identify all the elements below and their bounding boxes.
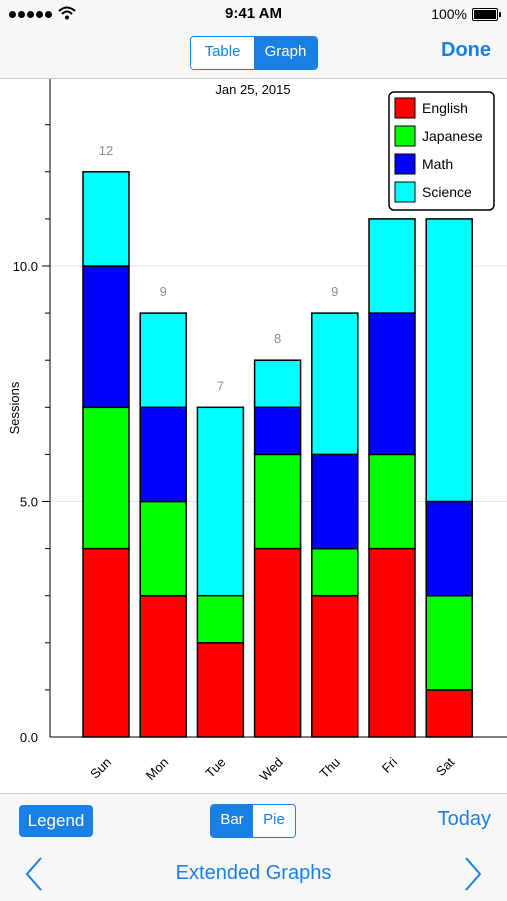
bar-segment-science — [368, 218, 416, 314]
x-tick-label: Mon — [143, 755, 171, 783]
wifi-icon — [58, 6, 76, 20]
done-button[interactable]: Done — [441, 39, 491, 61]
y-tick-label: 10.0 — [13, 259, 38, 274]
bar-segment-japanese — [368, 453, 416, 550]
battery-percent: 100% — [431, 6, 467, 22]
bar-segment-science — [425, 218, 473, 503]
chevron-right-icon[interactable] — [458, 854, 488, 894]
chart-type-segmented-control: Bar Pie — [210, 804, 296, 838]
bar-segment-english — [311, 594, 359, 738]
legend-swatch — [394, 125, 416, 147]
x-tick-label: Sat — [433, 754, 458, 779]
bar-segment-math — [425, 500, 473, 597]
legend-label: Math — [422, 156, 453, 172]
bar-segment-math — [311, 453, 359, 550]
bar-segment-science — [82, 171, 130, 267]
bar-segment-math — [253, 406, 302, 456]
bar-segment-english — [196, 642, 245, 738]
bar-segment-english — [139, 594, 187, 738]
chart-title: Jan 25, 2015 — [215, 82, 290, 97]
pie-segment[interactable]: Pie — [253, 805, 295, 837]
view-mode-segmented-control: Table Graph — [190, 36, 318, 70]
bar-total-label: 8 — [274, 331, 281, 346]
bar-segment-english — [253, 547, 302, 738]
bottom-toolbar: Legend Bar Pie Today Extended Graphs — [0, 793, 507, 901]
bar-segment-english — [82, 547, 130, 738]
graph-title[interactable]: Extended Graphs — [175, 862, 332, 884]
y-axis-label: Sessions — [7, 381, 22, 434]
graph-segment[interactable]: Graph — [254, 37, 317, 69]
legend-label: Science — [422, 184, 472, 200]
signal-strength-icon — [9, 11, 52, 18]
x-tick-label: Fri — [379, 754, 400, 775]
y-tick-label: 5.0 — [20, 495, 38, 510]
bar-segment-japanese — [82, 406, 130, 550]
x-tick-label: Thu — [316, 755, 342, 781]
bar-segment-science — [253, 359, 302, 409]
bar-segment-math — [139, 406, 187, 503]
x-tick-label: Wed — [256, 755, 285, 784]
status-time: 9:41 AM — [225, 5, 282, 22]
legend-label: Japanese — [422, 128, 483, 144]
bar-total-label: 12 — [99, 143, 113, 158]
battery-icon — [472, 8, 501, 21]
legend-button[interactable]: Legend — [19, 805, 93, 837]
chevron-left-icon[interactable] — [19, 854, 49, 894]
bar-segment-science — [139, 312, 187, 409]
bar-segment-science — [311, 312, 359, 456]
bar-segment-english — [368, 547, 416, 738]
chart-legend: English Japanese Math Science — [388, 91, 495, 211]
status-bar: 9:41 AM 100% — [0, 0, 507, 28]
bar-segment-math — [82, 265, 130, 409]
y-tick-label: 0.0 — [20, 730, 38, 745]
legend-swatch — [394, 153, 416, 175]
bar-total-label: 7 — [217, 378, 224, 393]
bar-segment-math — [368, 312, 416, 456]
today-button[interactable]: Today — [437, 808, 491, 830]
legend-swatch — [394, 97, 416, 119]
stacked-bar-chart: Jan 25, 2015 Sessions 0.05.010.0 129789 … — [7, 79, 507, 784]
x-tick-label: Tue — [202, 755, 228, 781]
bar-segment-japanese — [311, 547, 359, 597]
legend-box — [388, 91, 495, 211]
chart-area: Jan 25, 2015 Sessions 0.0 5.0 10.0 12 9 7 8 9 … — [0, 79, 507, 793]
bar-total-label: 9 — [331, 284, 338, 299]
legend-swatch — [394, 181, 416, 203]
x-tick-label: Sun — [87, 755, 114, 782]
bar-segment[interactable]: Bar — [211, 805, 253, 837]
bar-segment-japanese — [139, 500, 187, 597]
legend-label: English — [422, 100, 468, 116]
bar-segment-japanese — [425, 594, 473, 691]
bar-segment-japanese — [196, 594, 245, 644]
navigation-bar: Table Graph Done — [0, 28, 507, 79]
bar-segment-japanese — [253, 453, 302, 550]
bar-segment-english — [425, 689, 473, 738]
bar-segment-science — [196, 406, 245, 597]
table-segment[interactable]: Table — [191, 37, 254, 69]
bar-total-label: 9 — [160, 284, 167, 299]
